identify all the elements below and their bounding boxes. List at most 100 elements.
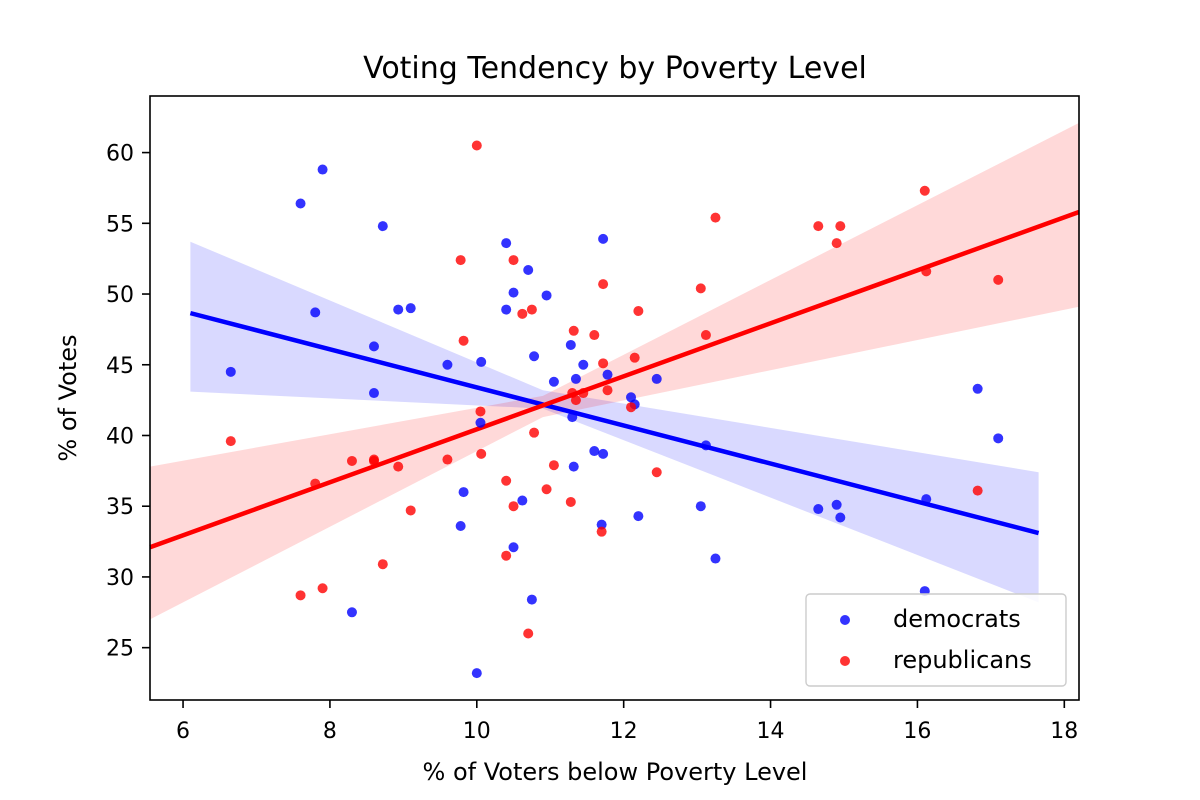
data-point-republicans [589, 330, 600, 341]
y-tick-label: 55 [106, 212, 134, 237]
data-point-republicans [972, 485, 983, 496]
data-point-republicans [295, 590, 306, 601]
data-point-democrats [368, 388, 379, 399]
data-point-republicans [455, 255, 466, 266]
x-axis-ticks: 6 8 10 12 14 16 18 [176, 700, 1078, 744]
data-point-democrats [501, 304, 512, 315]
legend-label-republicans: republicans [893, 646, 1032, 674]
data-point-republicans [700, 330, 711, 341]
chart-title: Voting Tendency by Poverty Level [363, 51, 867, 86]
data-point-democrats [471, 668, 482, 679]
data-point-republicans [993, 274, 1004, 285]
data-point-republicans [475, 406, 486, 417]
x-tick-label: 18 [1050, 719, 1078, 744]
data-point-republicans [629, 352, 640, 363]
scatter-points [225, 140, 1004, 679]
data-point-democrats [813, 504, 824, 515]
y-tick-label: 25 [106, 637, 134, 662]
data-point-democrats [596, 519, 607, 530]
data-point-democrats [310, 307, 321, 318]
y-axis-ticks: 25 30 35 40 45 50 55 60 [106, 142, 150, 662]
x-tick-label: 8 [323, 719, 337, 744]
data-point-democrats [972, 383, 983, 394]
legend-label-democrats: democrats [893, 605, 1021, 633]
data-point-democrats [578, 359, 589, 370]
data-point-democrats [602, 369, 613, 380]
data-point-republicans [346, 455, 357, 466]
data-point-democrats [548, 376, 559, 387]
data-point-democrats [455, 521, 466, 532]
plot-area-frame [149, 95, 1080, 701]
data-point-republicans [835, 221, 846, 232]
data-point-republicans [393, 461, 404, 472]
data-point-republicans [831, 238, 842, 249]
data-point-republicans [317, 583, 328, 594]
data-point-republicans [442, 454, 453, 465]
data-point-republicans [598, 279, 609, 290]
y-tick-label: 40 [106, 424, 134, 449]
y-tick-label: 35 [106, 495, 134, 520]
data-point-republicans [501, 475, 512, 486]
data-point-republicans [626, 402, 637, 413]
data-point-democrats [508, 542, 519, 553]
data-point-democrats [225, 366, 236, 377]
data-point-democrats [541, 290, 552, 301]
data-point-republicans [523, 628, 534, 639]
data-point-democrats [567, 412, 578, 423]
x-tick-label: 16 [903, 719, 931, 744]
data-point-republicans [508, 501, 519, 512]
data-point-democrats [570, 373, 581, 384]
data-point-democrats [695, 501, 706, 512]
data-point-democrats [476, 356, 487, 367]
data-point-republicans [501, 550, 512, 561]
data-point-republicans [476, 448, 487, 459]
data-point-democrats [993, 433, 1004, 444]
chart-legend: democrats republicans [805, 593, 1067, 687]
data-point-republicans [565, 496, 576, 507]
data-point-democrats [526, 594, 537, 605]
data-point-democrats [598, 448, 609, 459]
data-point-republicans [548, 460, 559, 471]
data-point-democrats [346, 607, 357, 618]
data-point-republicans [529, 427, 540, 438]
data-point-democrats [508, 287, 519, 298]
data-point-republicans [405, 505, 416, 516]
y-axis-label: % of Votes [54, 334, 82, 461]
data-point-democrats [565, 339, 576, 350]
data-point-republicans [570, 395, 581, 406]
data-point-democrats [633, 511, 644, 522]
data-point-democrats [458, 487, 469, 498]
data-point-republicans [541, 484, 552, 495]
y-tick-label: 30 [106, 566, 134, 591]
data-point-democrats [710, 553, 721, 564]
data-point-democrats [475, 417, 486, 428]
data-point-democrats [700, 440, 711, 451]
data-point-republicans [508, 255, 519, 266]
data-point-democrats [368, 341, 379, 352]
data-point-republicans [695, 283, 706, 294]
data-point-democrats [835, 512, 846, 523]
data-point-republicans [225, 436, 236, 447]
data-point-republicans [526, 304, 537, 315]
data-point-democrats [831, 499, 842, 510]
data-point-democrats [589, 446, 600, 457]
confidence-band-republicans [150, 122, 1079, 620]
data-point-republicans [602, 385, 613, 396]
data-point-democrats [651, 373, 662, 384]
x-tick-label: 10 [463, 719, 491, 744]
regression-line-democrats [189, 310, 1040, 536]
data-point-republicans [377, 559, 388, 570]
data-point-republicans [710, 212, 721, 223]
data-point-republicans [921, 266, 932, 277]
data-point-republicans [458, 335, 469, 346]
data-point-democrats [317, 164, 328, 175]
y-tick-label: 60 [106, 142, 134, 167]
data-point-democrats [517, 495, 528, 506]
data-point-democrats [501, 238, 512, 249]
legend-marker-republicans [840, 656, 850, 666]
data-point-republicans [578, 388, 589, 399]
data-point-democrats [523, 264, 534, 275]
data-point-democrats [377, 221, 388, 232]
data-point-republicans [596, 526, 607, 537]
